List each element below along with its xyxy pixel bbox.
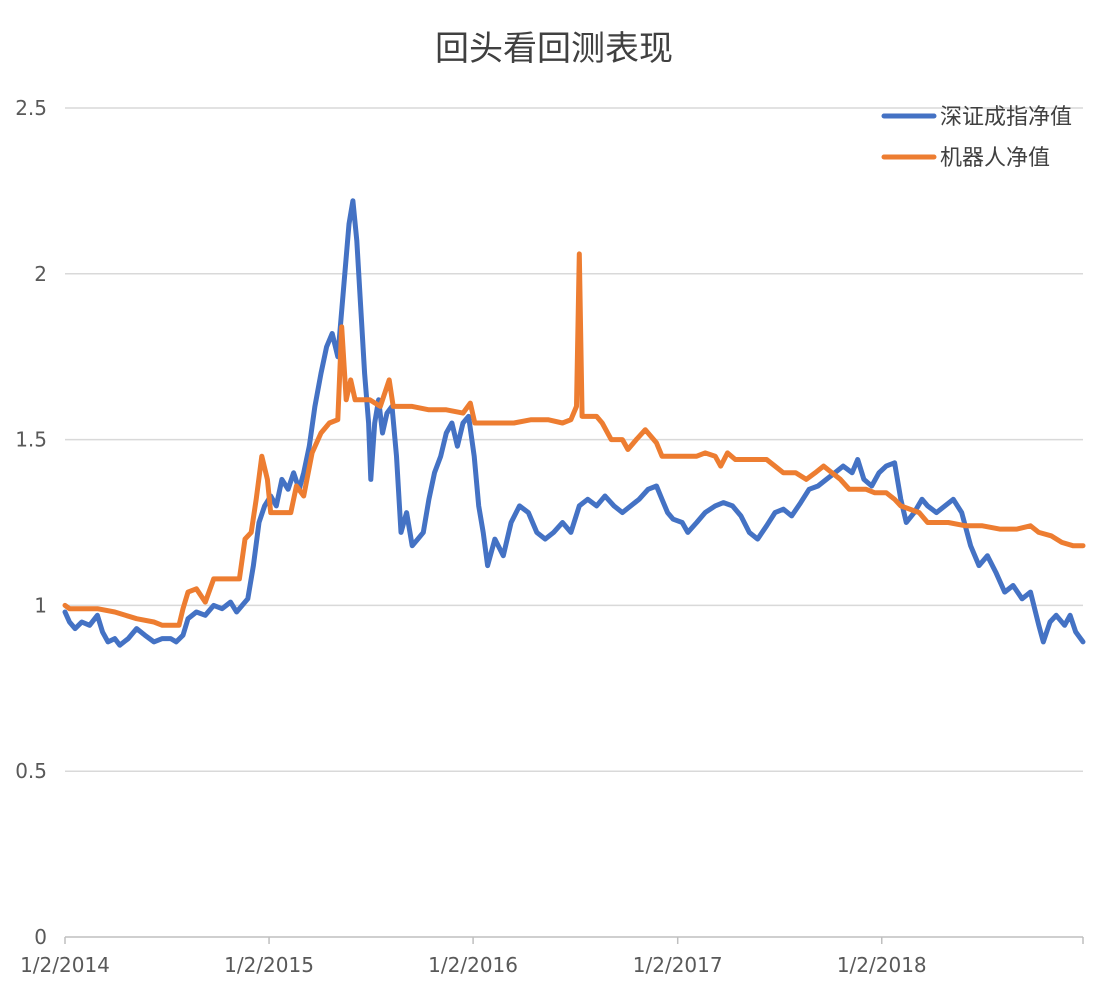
x-tick-label: 1/2/2014 — [20, 953, 110, 977]
gridlines — [65, 107, 1083, 772]
series-line-robot — [62, 251, 1086, 628]
x-tick-label: 1/2/2015 — [224, 953, 314, 977]
series-line-szcz — [62, 198, 1086, 648]
y-tick-label: 1 — [34, 593, 47, 617]
y-tick-label: 2 — [34, 262, 47, 286]
y-tick-label: 0 — [34, 925, 47, 949]
x-tick-label: 1/2/2018 — [837, 953, 927, 977]
x-tick-label: 1/2/2016 — [428, 953, 518, 977]
x-tick-label: 1/2/2017 — [633, 953, 723, 977]
x-axis: 1/2/2014 1/2/2015 1/2/2016 1/2/2017 1/2/2018 — [20, 936, 1084, 977]
legend-label: 机器人净值 — [940, 146, 1050, 171]
series-lines — [62, 198, 1086, 648]
y-tick-label: 0.5 — [15, 759, 47, 783]
y-tick-label: 2.5 — [15, 96, 47, 120]
y-tick-label: 1.5 — [15, 428, 47, 452]
legend-label: 深证成指净值 — [940, 105, 1072, 130]
y-axis-ticks: 0 0.5 1 1.5 2 2.5 — [15, 96, 47, 949]
chart-title: 回头看回测表现 — [435, 29, 673, 69]
